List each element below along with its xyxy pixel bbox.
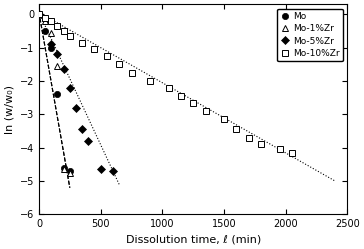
Mo-10%Zr (277, 148, 282, 151)
Line: Mo-10%Zr: Mo-10%Zr (35, 11, 296, 156)
Mo-10%Zr (62, 29, 66, 32)
Mo (55, 93, 60, 96)
Mo-10%Zr (259, 143, 263, 146)
Mo-10%Zr (246, 136, 251, 139)
Mo-1%Zr (37, 13, 41, 16)
Mo (43, 29, 47, 32)
Mo-10%Zr (43, 16, 47, 19)
Mo-10%Zr (166, 86, 171, 89)
Mo-10%Zr (104, 54, 109, 57)
Mo-10%Zr (222, 118, 226, 121)
Line: Mo: Mo (36, 11, 73, 174)
Mo-10%Zr (68, 34, 72, 37)
Mo-10%Zr (117, 63, 121, 66)
Mo-5%Zr (80, 128, 84, 131)
Mo (68, 170, 72, 173)
Mo-10%Zr (203, 110, 208, 113)
Mo-1%Zr (55, 64, 60, 67)
Mo-10%Zr (179, 94, 183, 97)
Mo-10%Zr (92, 48, 97, 51)
Mo-5%Zr (37, 13, 41, 16)
Mo-5%Zr (49, 43, 54, 46)
Mo-5%Zr (68, 86, 72, 89)
Mo-10%Zr (49, 19, 54, 22)
Mo (49, 46, 54, 49)
Mo-10%Zr (191, 101, 195, 104)
Line: Mo-1%Zr: Mo-1%Zr (35, 11, 73, 176)
Mo-5%Zr (55, 53, 60, 56)
Mo-10%Zr (290, 151, 294, 154)
Mo-10%Zr (80, 41, 84, 44)
Line: Mo-5%Zr: Mo-5%Zr (36, 11, 116, 174)
Legend: Mo, Mo-1%Zr, Mo-5%Zr, Mo-10%Zr: Mo, Mo-1%Zr, Mo-5%Zr, Mo-10%Zr (277, 9, 343, 62)
Mo-1%Zr (49, 31, 54, 34)
Mo-10%Zr (234, 128, 238, 131)
Mo-5%Zr (86, 139, 91, 142)
Mo-10%Zr (37, 13, 41, 16)
X-axis label: Dissolution time, ℓ (min): Dissolution time, ℓ (min) (126, 235, 261, 245)
Mo-5%Zr (74, 106, 78, 109)
Mo-5%Zr (111, 170, 115, 173)
Mo (62, 166, 66, 169)
Y-axis label: ln (w/w₀): ln (w/w₀) (4, 85, 14, 134)
Mo-5%Zr (62, 68, 66, 71)
Mo-10%Zr (129, 71, 134, 74)
Mo-1%Zr (68, 171, 72, 174)
Mo-10%Zr (55, 24, 60, 27)
Mo-1%Zr (62, 168, 66, 171)
Mo-10%Zr (148, 79, 152, 82)
Mo-5%Zr (99, 168, 103, 171)
Mo (37, 13, 41, 16)
Mo-1%Zr (43, 19, 47, 22)
